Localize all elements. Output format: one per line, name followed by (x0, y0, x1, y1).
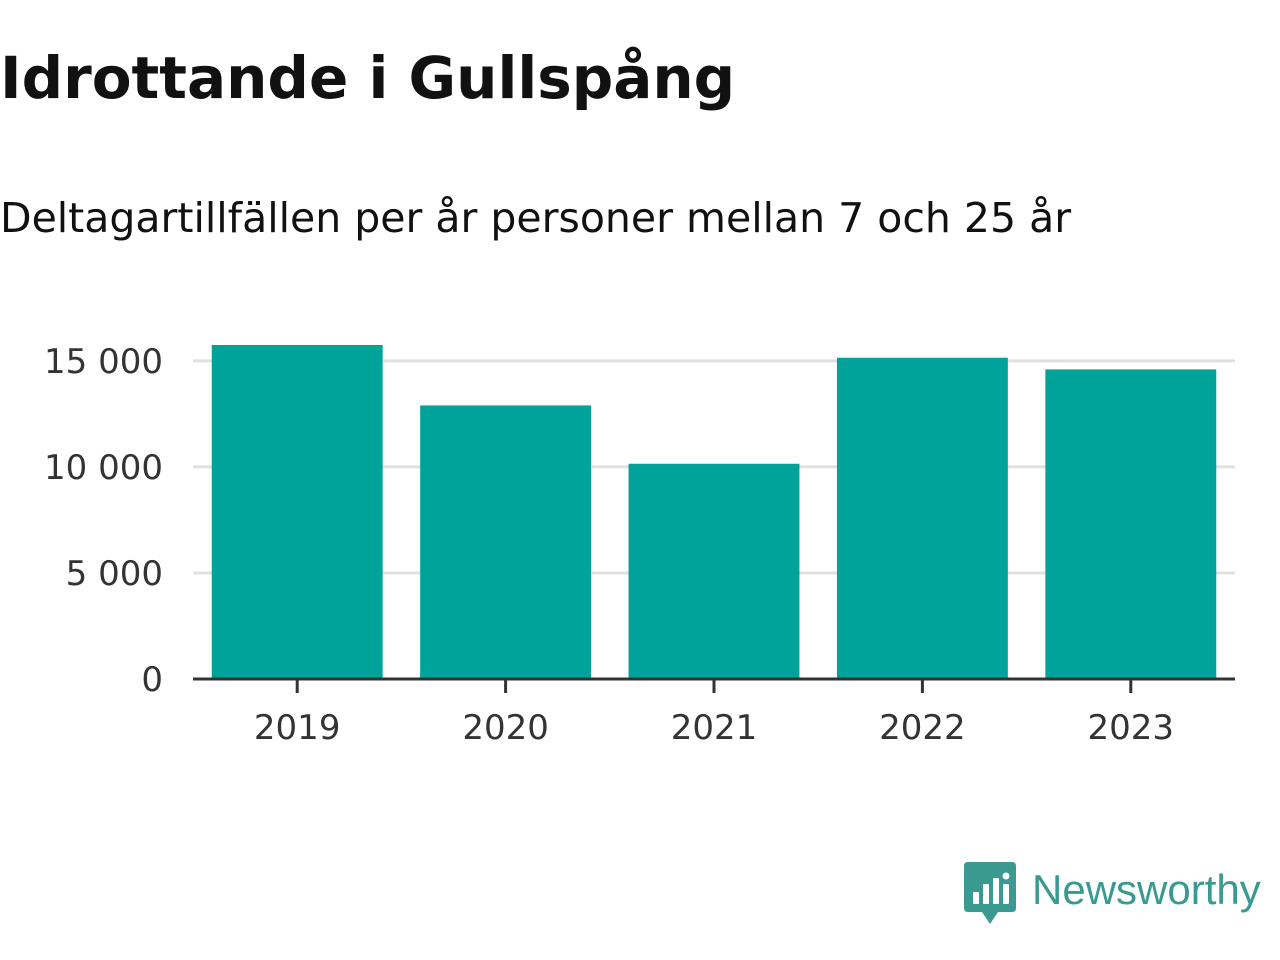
bar-chart: 0 5 000 10 000 15 000 2019 2020 2021 2022 2023 (44, 342, 1235, 748)
bar-2019 (211, 345, 383, 679)
y-tick-label: 10 000 (44, 448, 163, 488)
bars (211, 345, 1217, 679)
newsworthy-logo: Newsworthy (964, 862, 1261, 926)
y-tick-label: 5 000 (66, 554, 163, 594)
x-axis (193, 677, 1235, 693)
y-tick-label: 0 (141, 660, 163, 700)
bar-2023 (1045, 369, 1217, 679)
bar-2022 (836, 357, 1008, 679)
x-tick-label: 2020 (462, 708, 549, 748)
newsworthy-logo-icon (964, 862, 1016, 924)
y-tick-label: 15 000 (44, 342, 163, 382)
bar-2021 (628, 463, 800, 679)
x-axis-tick-labels: 2019 2020 2021 2022 2023 (254, 708, 1174, 748)
newsworthy-logo-text: Newsworthy (1032, 866, 1261, 913)
chart-title: Idrottande i Gullspång (0, 44, 736, 112)
x-tick-label: 2022 (879, 708, 966, 748)
x-tick-label: 2021 (671, 708, 758, 748)
y-axis-tick-labels: 0 5 000 10 000 15 000 (44, 342, 163, 700)
chart-subtitle: Deltagartillfällen per år personer mella… (0, 194, 1072, 242)
x-tick-label: 2023 (1088, 708, 1175, 748)
bar-2020 (420, 405, 592, 679)
x-tick-label: 2019 (254, 708, 341, 748)
